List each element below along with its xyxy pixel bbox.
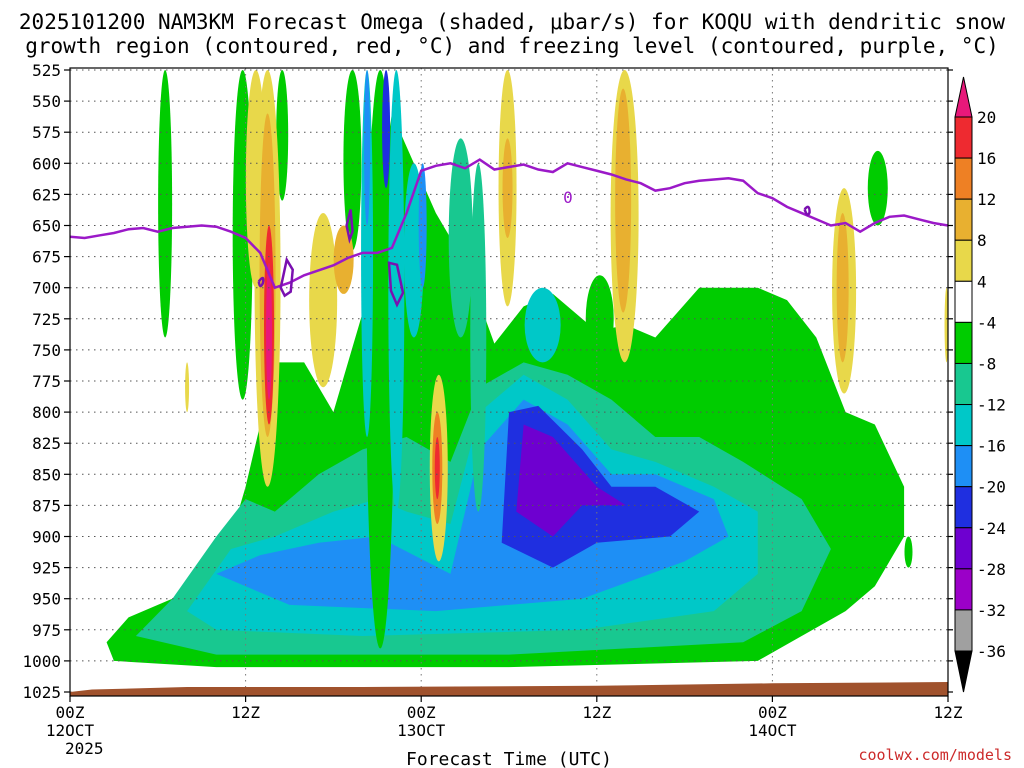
- omega-positive: [185, 362, 190, 413]
- plot-frame: [69, 67, 949, 697]
- colorbar-label: 8: [977, 231, 987, 250]
- colorbar-swatch: [954, 362, 973, 406]
- y-tick-label: 925: [32, 559, 61, 578]
- y-tick-label: 975: [32, 621, 61, 640]
- omega-streak: [366, 70, 395, 649]
- omega-streak: [470, 163, 487, 512]
- colorbar-label: -28: [977, 560, 1006, 579]
- omega-streak: [276, 70, 289, 201]
- omega-streak: [448, 138, 473, 338]
- site-credit[interactable]: coolwx.com/models: [858, 746, 1012, 764]
- omega-positive: [266, 262, 273, 400]
- x-tick-label: 00Z: [758, 703, 787, 722]
- colorbar-swatch: [954, 321, 973, 364]
- colorbar-top-arrow: [954, 76, 973, 118]
- omega-streak: [388, 70, 405, 512]
- dendritic-growth-contour: [257, 205, 811, 308]
- x-tick-label: 12Z: [934, 703, 963, 722]
- colorbar-label: -20: [977, 478, 1006, 497]
- y-tick-label: 825: [32, 434, 61, 453]
- colorbar-label: -24: [977, 519, 1006, 538]
- colorbar-swatch: [954, 609, 973, 652]
- y-tick-label: 625: [32, 185, 61, 204]
- colorbar-label: -36: [977, 642, 1006, 661]
- omega-streak: [343, 70, 362, 251]
- omega-positive: [434, 436, 440, 500]
- colorbar-swatch: [954, 198, 973, 241]
- plot-area: [70, 68, 948, 696]
- omega-streak: [867, 150, 888, 226]
- x-tick-year: 2025: [65, 739, 104, 758]
- y-tick-label: 725: [32, 310, 61, 329]
- chart-title-line2: growth region (contoured, red, °C) and f…: [25, 34, 999, 58]
- colorbar-label: 20: [977, 108, 996, 127]
- y-tick-label: 775: [32, 372, 61, 391]
- y-tick-label: 650: [32, 217, 61, 236]
- y-tick-label: 525: [32, 61, 61, 80]
- colorbar-swatch: [954, 404, 973, 447]
- omega-streak: [524, 287, 561, 363]
- y-tick-label: 675: [32, 248, 61, 267]
- freezing-level-label: 0: [563, 188, 573, 207]
- colorbar-label: -32: [977, 601, 1006, 620]
- y-tick-label: 750: [32, 341, 61, 360]
- omega-positive: [615, 88, 632, 313]
- y-tick-label: 600: [32, 154, 61, 173]
- freezing-level-line: [70, 158, 948, 290]
- omega-positive: [309, 213, 338, 388]
- colorbar-swatch: [954, 527, 973, 570]
- y-tick-label: 850: [32, 465, 61, 484]
- colorbar-label: -8: [977, 354, 996, 373]
- colorbar-swatch: [954, 280, 973, 323]
- x-axis-label: Forecast Time (UTC): [406, 749, 612, 768]
- colorbar-swatch: [954, 239, 973, 282]
- omega-positive: [944, 287, 948, 363]
- omega-positive: [836, 213, 849, 363]
- colorbar-label: 16: [977, 149, 996, 168]
- colorbar-label: -12: [977, 396, 1006, 415]
- colorbar-swatch: [954, 486, 973, 529]
- y-tick-label: 575: [32, 123, 61, 142]
- x-tick-date: 14OCT: [748, 721, 797, 740]
- x-tick-date: 12OCT: [46, 721, 95, 740]
- y-tick-label: 950: [32, 590, 61, 609]
- colorbar-label: -16: [977, 437, 1006, 456]
- colorbar-label: 12: [977, 190, 996, 209]
- colorbar-swatch: [954, 157, 973, 200]
- colorbar-swatch: [954, 568, 973, 611]
- terrain-fill: [70, 682, 948, 696]
- omega-streak: [382, 70, 391, 189]
- y-tick-label: 1025: [22, 683, 61, 702]
- omega-streak: [904, 536, 913, 568]
- grid-lines: [70, 68, 948, 696]
- y-tick-label: 800: [32, 403, 61, 422]
- colorbar-label: -4: [977, 313, 996, 332]
- chart-title-line1: 2025101200 NAM3KM Forecast Omega (shaded…: [18, 10, 1006, 34]
- y-tick-label: 1000: [22, 652, 61, 671]
- x-tick-date: 13OCT: [397, 721, 446, 740]
- omega-streak: [158, 70, 173, 338]
- omega-streak: [585, 275, 614, 363]
- colorbar: -36 -32 -28 -24 -20 -16 -12 -8 -4 4 8 12 16 20: [954, 76, 1006, 693]
- colorbar-swatch: [954, 445, 973, 488]
- omega-positive: [502, 138, 513, 238]
- x-tick-label: 00Z: [407, 703, 436, 722]
- omega-streak: [364, 70, 371, 226]
- omega-region-purple: [516, 424, 627, 537]
- y-tick-label: 700: [32, 279, 61, 298]
- x-tick-label: 12Z: [231, 703, 260, 722]
- colorbar-swatch: [954, 116, 973, 159]
- y-tick-label: 550: [32, 92, 61, 111]
- x-tick-label: 12Z: [582, 703, 611, 722]
- colorbar-bottom-arrow: [954, 650, 973, 693]
- colorbar-label: 4: [977, 272, 987, 291]
- y-axis: 525 550 575 600 625 650 675 700 725 750 775 800 825 8…: [22, 61, 953, 702]
- y-tick-label: 900: [32, 528, 61, 547]
- x-tick-label: 00Z: [56, 703, 85, 722]
- y-tick-label: 875: [32, 496, 61, 515]
